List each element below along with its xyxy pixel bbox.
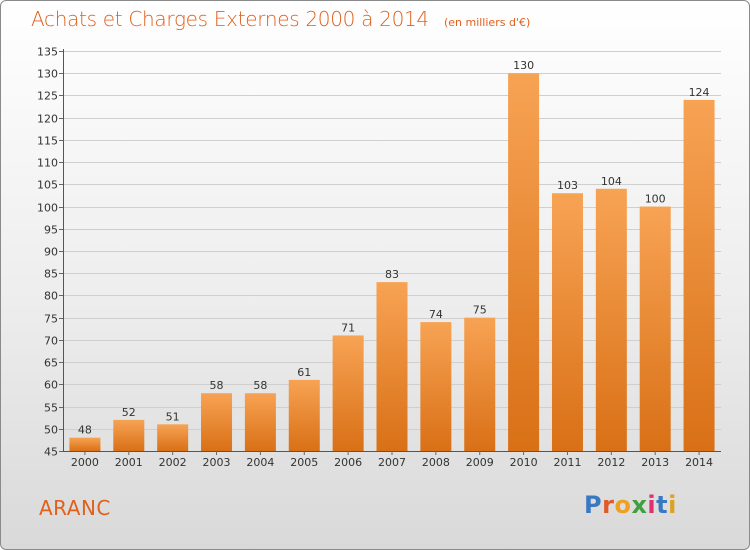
bar-value-label: 48: [78, 424, 92, 437]
bar: [288, 379, 320, 451]
y-tick-label: 135: [37, 46, 58, 59]
bar: [201, 393, 233, 451]
bar-value-label: 130: [513, 59, 534, 72]
bar-value-label: 124: [689, 86, 710, 99]
logo-letter: i: [647, 491, 657, 519]
x-tick-label: 2006: [334, 456, 362, 469]
y-tick-label: 90: [44, 246, 58, 259]
y-tick-label: 105: [37, 179, 58, 192]
x-tick-label: 2004: [246, 456, 274, 469]
y-tick-label: 130: [37, 68, 58, 81]
bar-value-label: 100: [645, 193, 666, 206]
y-tick-label: 75: [44, 313, 58, 326]
bar: [508, 73, 540, 451]
x-tick-label: 2000: [71, 456, 99, 469]
y-tick-label: 70: [44, 335, 58, 348]
y-tick-label: 60: [44, 379, 58, 392]
x-tick-label: 2014: [685, 456, 713, 469]
bar: [69, 437, 101, 451]
x-tick-label: 2008: [422, 456, 450, 469]
bar: [376, 282, 408, 451]
chart-title: Achats et Charges Externes 2000 à 2014: [31, 7, 429, 31]
bar-value-label: 104: [601, 175, 622, 188]
bar-value-label: 58: [210, 379, 224, 392]
y-tick-label: 115: [37, 135, 58, 148]
x-tick-label: 2011: [553, 456, 581, 469]
bar: [332, 335, 364, 451]
x-tick-label: 2002: [159, 456, 187, 469]
y-tick-label: 100: [37, 202, 58, 215]
commune-name: ARANC: [39, 496, 111, 520]
x-tick-label: 2009: [466, 456, 494, 469]
bar-value-label: 52: [122, 406, 136, 419]
y-tick-label: 45: [44, 446, 58, 459]
bar-value-label: 58: [253, 379, 267, 392]
title-row: Achats et Charges Externes 2000 à 2014 (…: [31, 7, 530, 31]
logo-letter: i: [668, 491, 677, 519]
axis-layer: 45 50 55 60 65 70 75 80 85 90 95 100 105 110 115 120 125…: [37, 46, 721, 469]
bar-value-label: 75: [473, 304, 487, 317]
y-tick-label: 95: [44, 224, 58, 237]
bar-value-label: 74: [429, 308, 443, 321]
logo-letter: x: [631, 491, 648, 519]
bar: [113, 419, 145, 451]
bar: [551, 193, 583, 451]
x-tick-label: 2003: [203, 456, 231, 469]
y-tick-label: 110: [37, 157, 58, 170]
y-tick-label: 50: [44, 424, 58, 437]
x-tick-label: 2007: [378, 456, 406, 469]
bar-value-label: 61: [297, 366, 311, 379]
bar: [639, 206, 671, 451]
bar-layer: 48 52 51 58 58 61 71 83 74 75 130 103 104 100 124: [69, 59, 715, 451]
bar: [595, 188, 627, 451]
logo-letter: o: [614, 491, 632, 519]
bar: [464, 317, 496, 451]
bar: [157, 424, 189, 451]
bar-value-label: 83: [385, 268, 399, 281]
bar-value-label: 71: [341, 321, 355, 334]
x-tick-label: 2013: [641, 456, 669, 469]
y-tick-label: 55: [44, 402, 58, 415]
chart-subtitle: (en milliers d'€): [443, 16, 531, 29]
bar: [683, 99, 715, 451]
y-tick-label: 120: [37, 113, 58, 126]
x-tick-label: 2001: [115, 456, 143, 469]
y-tick-label: 85: [44, 268, 58, 281]
logo-letter: t: [656, 491, 669, 519]
bar: [244, 393, 276, 451]
bar-value-label: 103: [557, 179, 578, 192]
bar: [420, 322, 452, 451]
y-tick-label: 125: [37, 90, 58, 103]
logo-letter: r: [602, 491, 615, 519]
bar-value-label: 51: [166, 410, 180, 423]
proxiti-logo[interactable]: Proxiti: [584, 491, 677, 519]
y-tick-label: 65: [44, 357, 58, 370]
x-tick-label: 2012: [597, 456, 625, 469]
y-tick-label: 80: [44, 290, 58, 303]
x-tick-label: 2010: [510, 456, 538, 469]
logo-letter: P: [584, 491, 603, 519]
x-tick-label: 2005: [290, 456, 318, 469]
